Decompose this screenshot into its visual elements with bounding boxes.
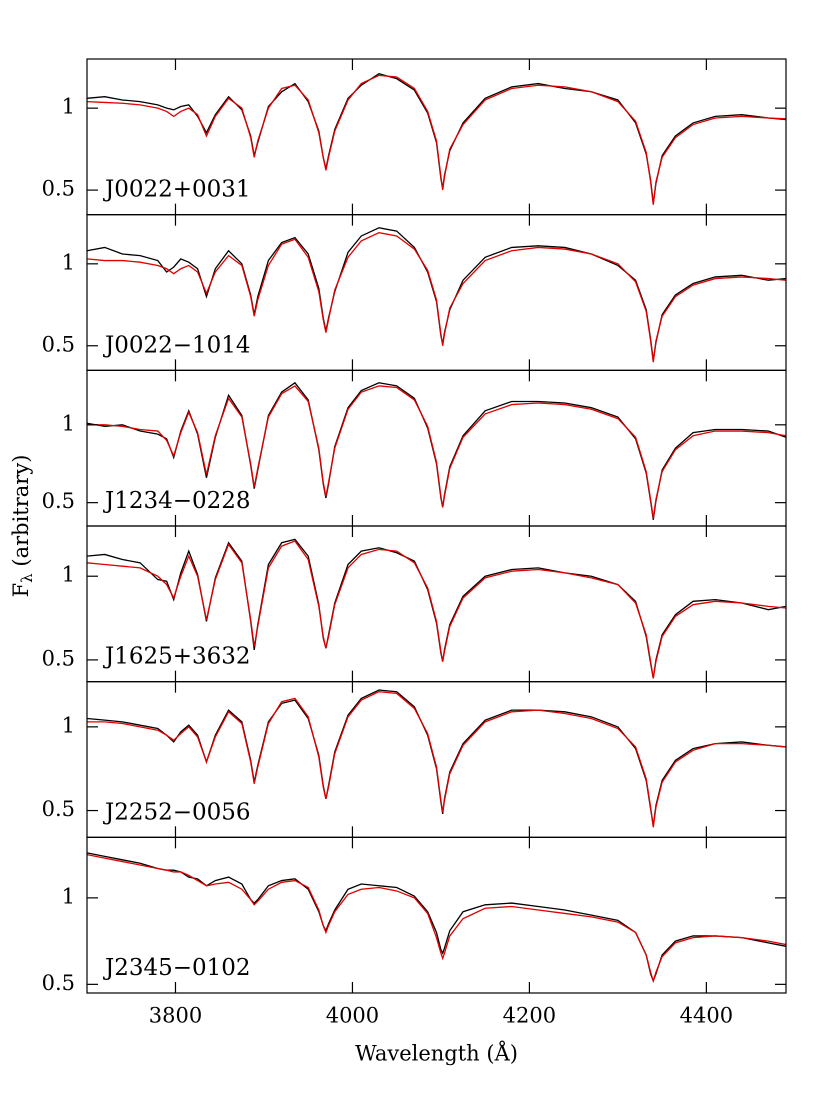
- y-tick-label: 1: [62, 250, 75, 274]
- spectrum-label: J2345−0102: [103, 955, 251, 981]
- y-axis-label-part: F: [9, 583, 33, 598]
- y-tick-label: 1: [62, 713, 75, 737]
- spectrum-label: J1625+3632: [103, 644, 251, 670]
- y-tick-label: 0.5: [42, 646, 75, 670]
- x-tick-label: 4000: [326, 1004, 379, 1028]
- y-tick-label: 0.5: [42, 177, 75, 201]
- y-tick-label: 1: [62, 95, 75, 119]
- spectrum-label: J0022+0031: [103, 177, 251, 203]
- spectrum-line: [87, 691, 787, 828]
- spectrum-label: J2252−0056: [103, 799, 251, 825]
- spectrum-line: [86, 232, 787, 363]
- spectrum-line: [87, 385, 787, 519]
- x-tick-label: 4400: [680, 1004, 733, 1028]
- spectrum-line: [86, 853, 787, 984]
- panel-frame: [86, 836, 787, 994]
- y-tick-label: 0.5: [42, 971, 75, 995]
- spectrum-label: J0022−1014: [103, 332, 251, 358]
- y-axis-label: Fλ (arbitrary): [9, 455, 37, 598]
- spectrum-line: [86, 74, 787, 205]
- y-axis-label-part: λ: [18, 573, 36, 583]
- y-tick-label: 1: [62, 411, 75, 435]
- y-axis-label-part: (arbitrary): [9, 455, 33, 574]
- y-tick-label: 1: [62, 563, 75, 587]
- y-tick-label: 1: [62, 884, 75, 908]
- x-tick-label: 4200: [503, 1004, 556, 1028]
- x-axis-label: Wavelength (Å): [355, 1041, 518, 1066]
- y-tick-label: 0.5: [42, 797, 75, 821]
- y-tick-label: 0.5: [42, 332, 75, 356]
- spectrum-label: J1234−0228: [103, 488, 251, 514]
- spectrum-line: [86, 540, 787, 679]
- x-tick-label: 3800: [149, 1004, 202, 1028]
- y-tick-label: 0.5: [42, 489, 75, 513]
